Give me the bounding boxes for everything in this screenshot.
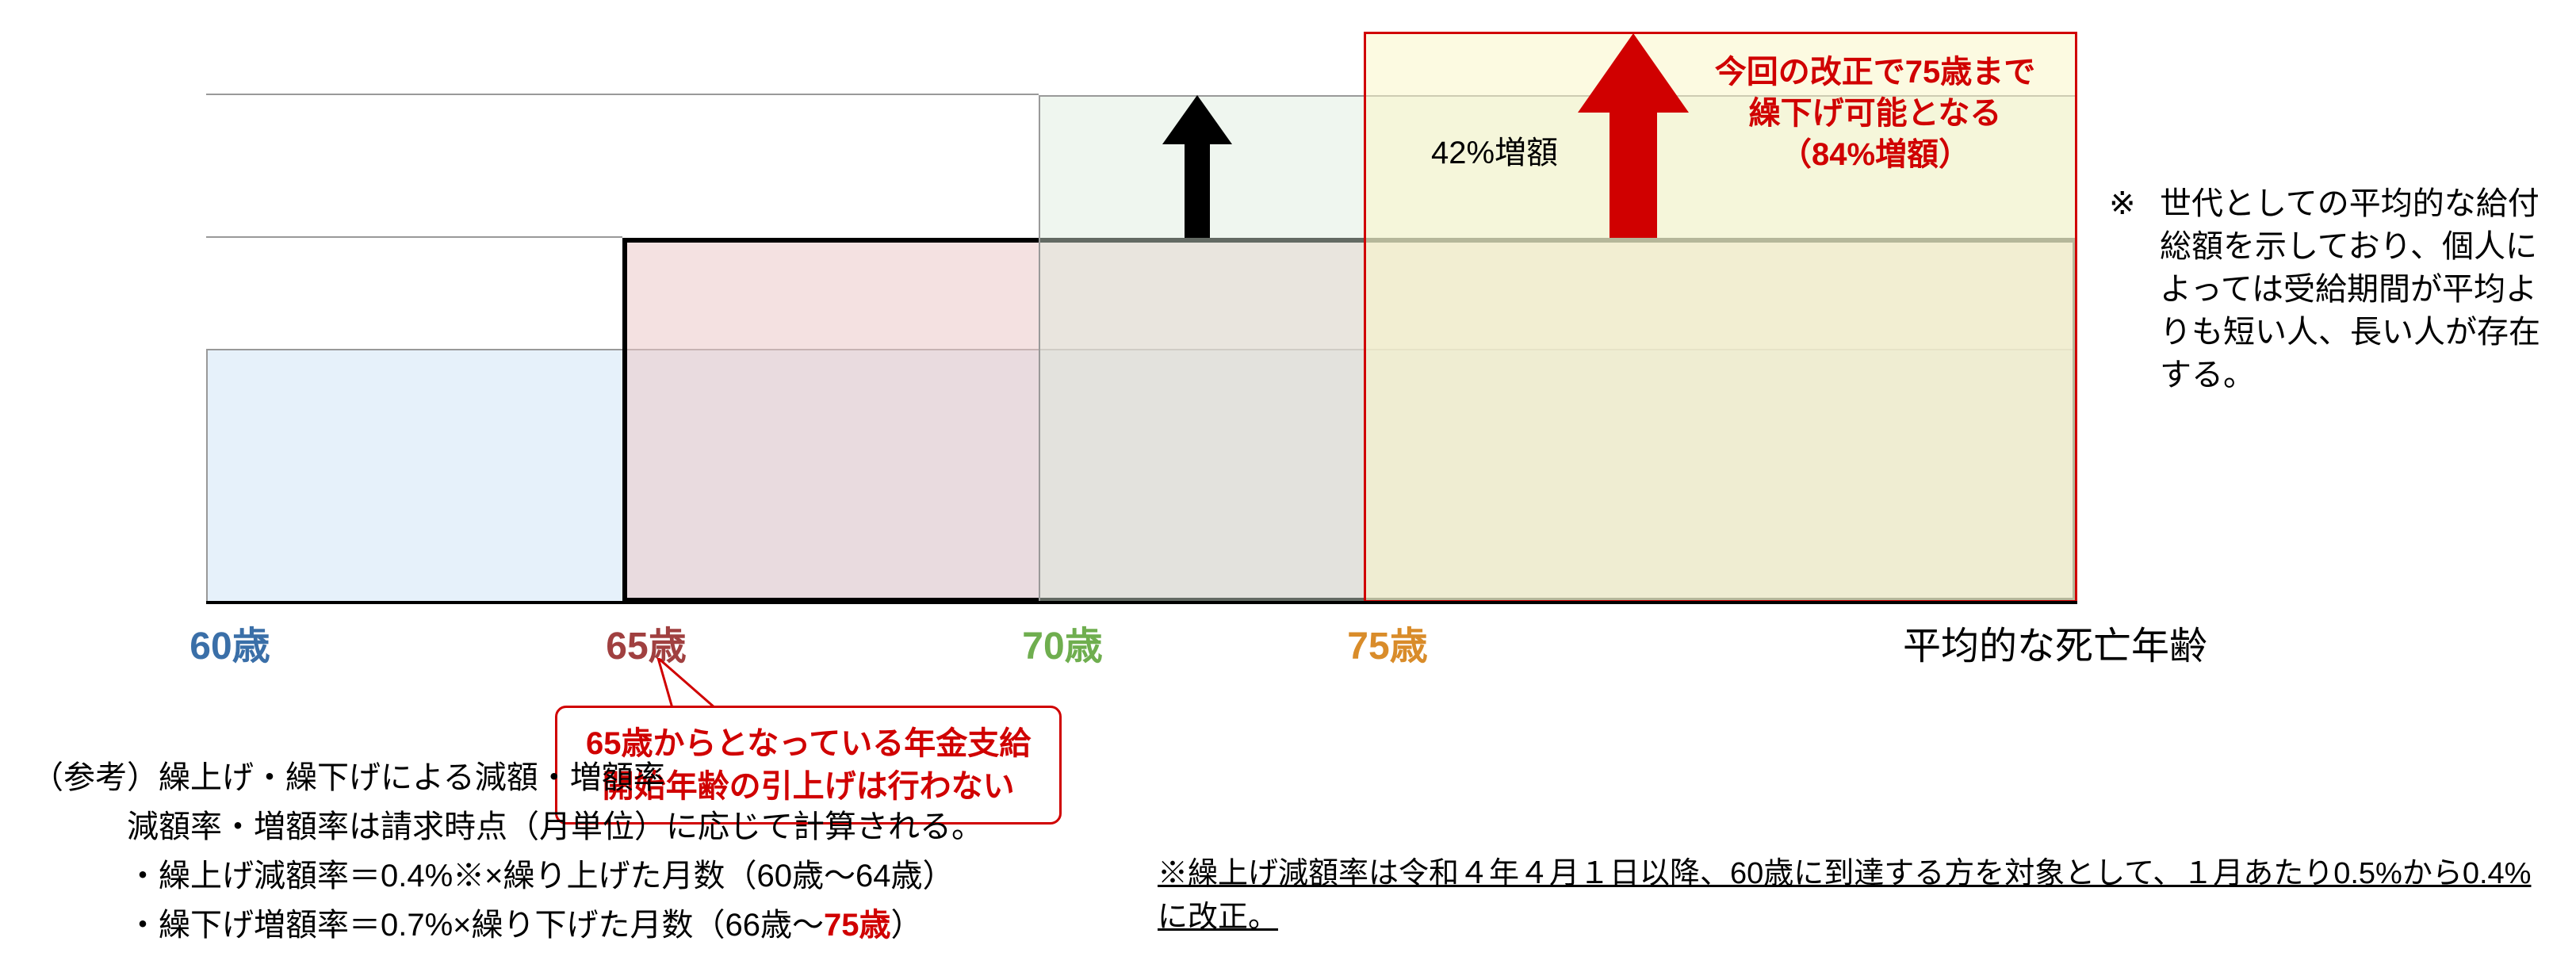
- label-84-line3: （84%増額）: [1689, 134, 2061, 175]
- label-84-increase: 今回の改正で75歳まで 繰下げ可能となる （84%増額）: [1689, 52, 2061, 175]
- footnote-line3-post: ）: [891, 908, 923, 943]
- footnote-line2: ・繰上げ減額率＝0.4%※×繰り上げた月数（60歳～64歳）: [127, 851, 1142, 901]
- footnote-line3-red: 75歳: [824, 908, 891, 943]
- chart-baseline: [206, 601, 2077, 604]
- side-note-star: ※: [2109, 182, 2160, 225]
- arrow-42-percent: [1173, 95, 1221, 238]
- arrow-84-percent: [1586, 32, 1681, 238]
- guideline-70-top: [206, 94, 1039, 95]
- footnote-line3: ・繰下げ増額率＝0.7%×繰り下げた月数（66歳～75歳）: [127, 901, 1142, 950]
- side-note: ※ 世代としての平均的な給付総額を示しており、個人によっては受給期間が平均よりも…: [2109, 182, 2549, 396]
- footnote-line3-pre: ・繰下げ増額率＝0.7%×繰り下げた月数（66歳～: [127, 908, 824, 943]
- side-note-text: 世代としての平均的な給付総額を示しており、個人によっては受給期間が平均よりも短い…: [2160, 182, 2549, 396]
- footnote-heading: （参考）繰上げ・繰下げによる減額・増額率: [32, 753, 1142, 802]
- age-label-60: 60歳: [170, 614, 289, 670]
- age-label-75: 75歳: [1328, 614, 1447, 670]
- footnotes: （参考）繰上げ・繰下げによる減額・増額率 減額率・増額率は請求時点（月単位）に応…: [32, 753, 1142, 950]
- pension-diagram: 42%増額 今回の改正で75歳まで 繰下げ可能となる （84%増額） 60歳 6…: [16, 16, 2553, 951]
- label-42-increase: 42%増額: [1431, 127, 1558, 173]
- footnote-line1: 減額率・増額率は請求時点（月単位）に応じて計算される。: [127, 802, 1142, 851]
- age-label-70: 70歳: [1003, 614, 1122, 670]
- footnote-right: ※繰上げ減額率は令和４年４月１日以降、60歳に到達する方を対象として、１月あたり…: [1158, 852, 2537, 939]
- chart-area: 42%増額 今回の改正で75歳まで 繰下げ可能となる （84%増額）: [206, 16, 2077, 634]
- label-84-line2: 繰下げ可能となる: [1689, 93, 2061, 134]
- age-label-death: 平均的な死亡年齢: [1903, 614, 2260, 670]
- guideline-65-top: [206, 236, 622, 238]
- label-84-line1: 今回の改正で75歳まで: [1689, 52, 2061, 93]
